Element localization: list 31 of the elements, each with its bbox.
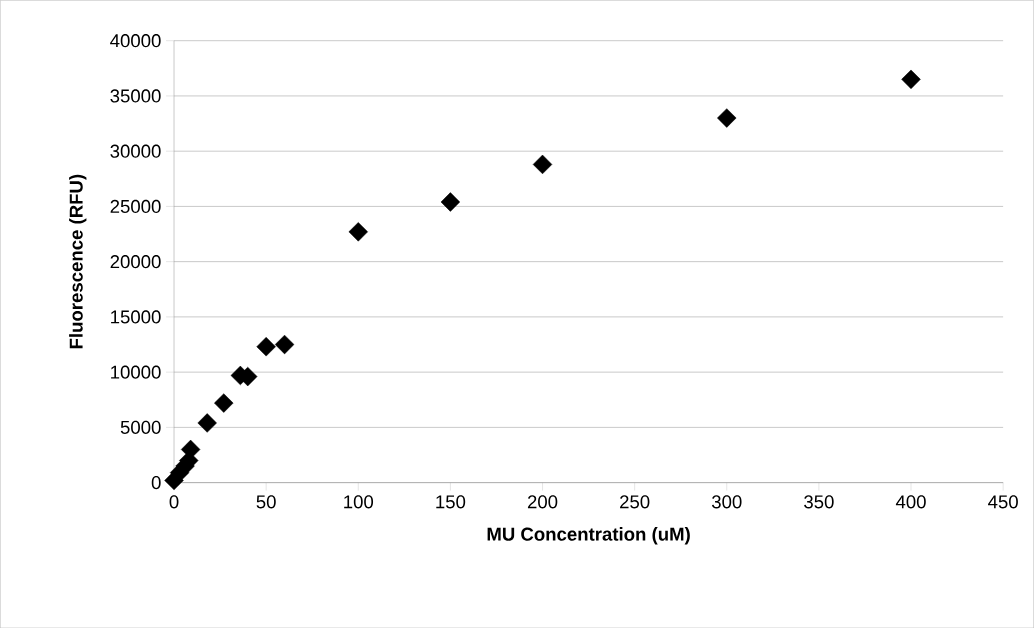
x-axis-title: MU Concentration (uM) [487,526,690,545]
y-tick-label: 20000 [110,254,161,269]
point [214,393,234,413]
y-tick-label: 30000 [110,144,161,158]
point [197,413,217,433]
y-tick-label: 35000 [110,89,161,103]
x-tick-label: 200 [527,495,558,509]
x-tick-label: 100 [344,495,374,509]
x-tick-label: 300 [711,495,742,509]
y-tick-label: 0 [151,475,161,490]
point [717,108,737,128]
x-tick-label: 0 [169,495,179,509]
x-tick-label: 450 [988,495,1018,509]
y-tick-label: 40000 [110,33,161,48]
point [901,69,921,89]
x-tick-label: 50 [256,495,276,509]
y-tick-label: 10000 [111,365,161,379]
x-tick-label: 400 [895,495,926,509]
y-tick-label: 5000 [120,420,161,434]
point [440,192,461,212]
x-tick-label: 150 [436,495,466,509]
point [532,154,553,174]
x-tick-label: 250 [620,495,650,509]
y-tick-label: 15000 [111,310,161,324]
y-axis-title: Fluorescence (RFU) [69,174,87,349]
y-tick-label: 25000 [110,199,161,213]
x-tick-label: 350 [804,495,834,509]
point [180,439,201,459]
point [274,334,295,355]
point [348,222,368,242]
point [256,336,276,357]
